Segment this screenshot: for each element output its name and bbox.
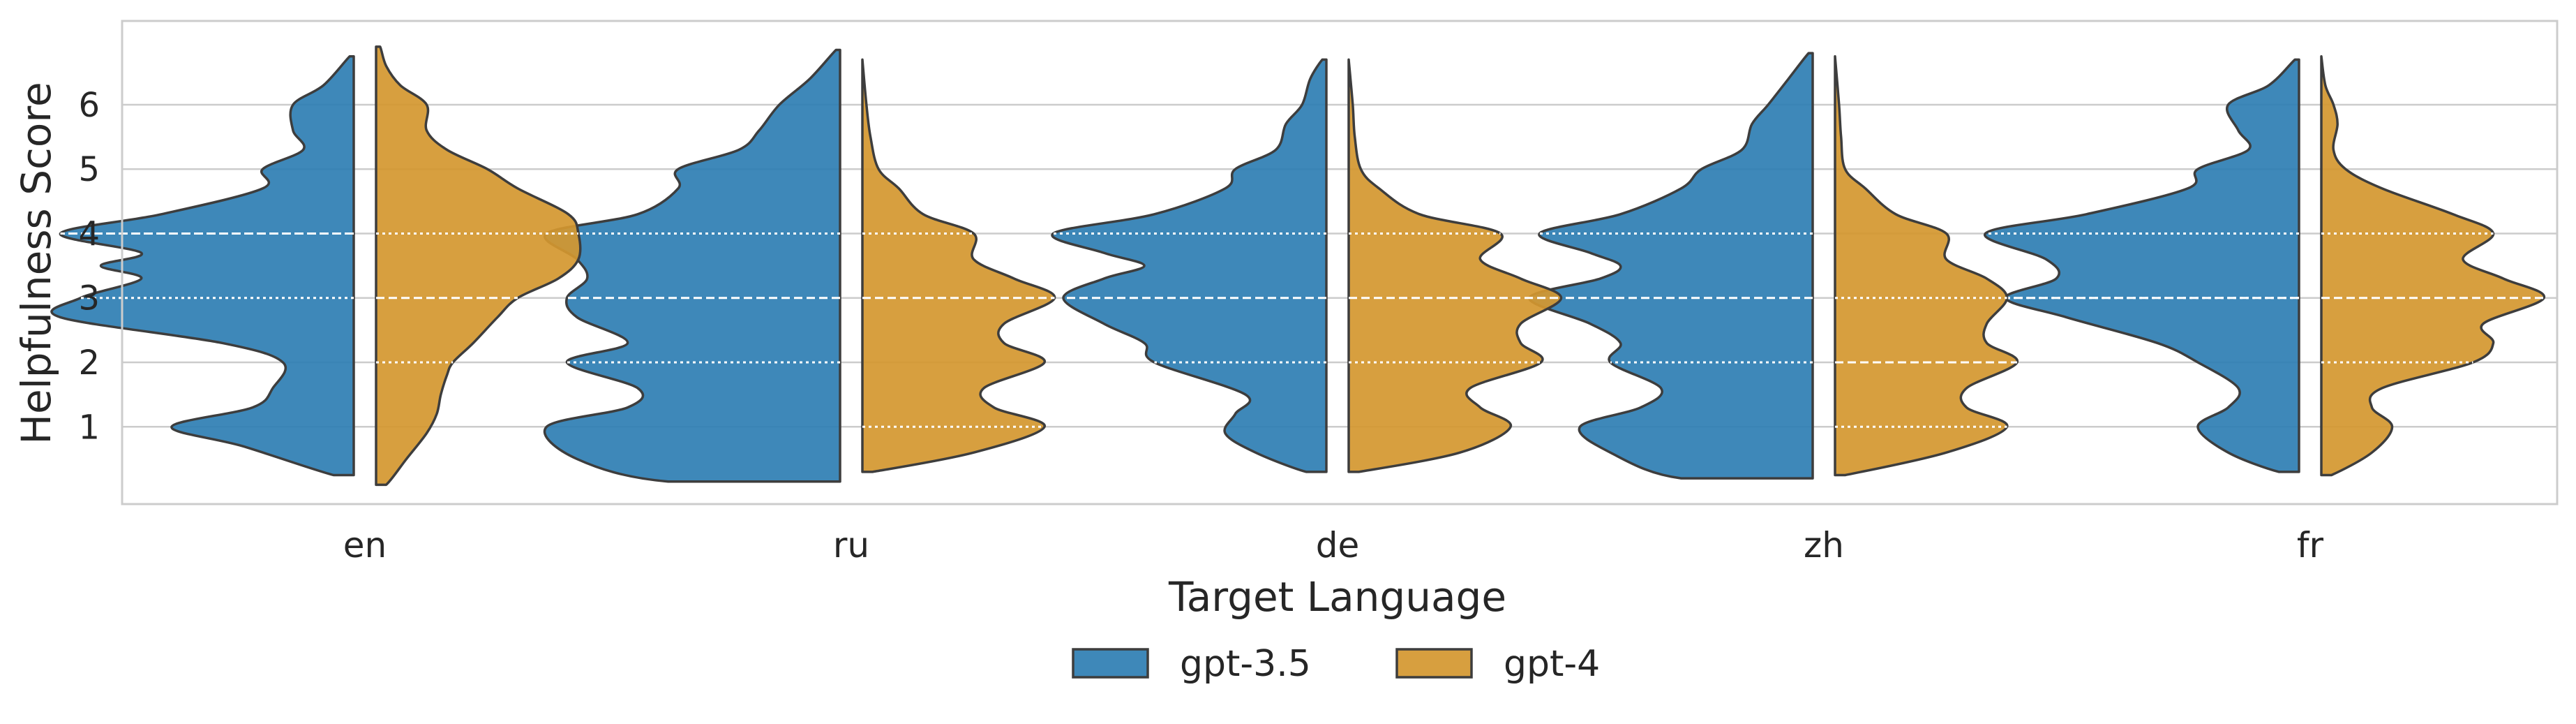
plot-frame xyxy=(121,20,2559,505)
x-tick-label: en xyxy=(343,525,387,566)
x-tick-labels: en ru de zh fr xyxy=(343,525,2324,566)
x-tick-label: ru xyxy=(833,525,869,566)
y-tick-label: 4 xyxy=(78,214,100,253)
x-axis-label: Target Language xyxy=(1168,573,1506,621)
violin-gpt-3.5-de xyxy=(1051,58,1328,473)
y-tick-label: 2 xyxy=(78,343,100,383)
x-tick-label: zh xyxy=(1804,525,1844,566)
legend-label-gpt-3.5: gpt-3.5 xyxy=(1180,643,1311,685)
x-tick-label: fr xyxy=(2297,525,2324,566)
y-tick-label: 1 xyxy=(78,408,100,447)
y-tick-label: 3 xyxy=(78,279,100,318)
y-tick-label: 5 xyxy=(78,150,100,189)
y-axis-label: Helpfulness Score xyxy=(13,82,60,444)
violins xyxy=(50,45,2545,487)
y-tick-labels: 1 2 3 4 5 6 xyxy=(78,86,100,447)
violin-gpt-4-en xyxy=(375,45,582,487)
y-tick-label: 6 xyxy=(78,86,100,125)
legend-swatch-gpt-3.5 xyxy=(1072,648,1149,679)
violin-gpt-3.5-fr xyxy=(1984,58,2300,473)
violin-gpt-3.5-ru xyxy=(543,48,841,483)
legend-swatch-gpt-4 xyxy=(1395,648,1473,679)
legend-label-gpt-4: gpt-4 xyxy=(1504,643,1600,685)
violin-gpt-4-de xyxy=(1347,58,1563,473)
violin-gpt-4-fr xyxy=(2320,54,2545,477)
plot-border xyxy=(121,20,2559,505)
violin-gpt-3.5-zh xyxy=(1528,52,1814,480)
violin-gpt-3.5-en xyxy=(50,54,355,477)
legend: gpt-3.5 gpt-4 xyxy=(1072,643,1600,685)
x-tick-label: de xyxy=(1316,525,1360,566)
